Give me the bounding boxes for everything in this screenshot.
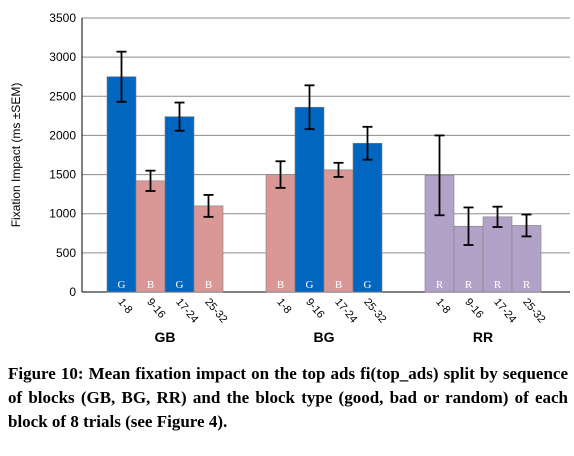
x-tick-label: 17-24 (491, 296, 518, 325)
bar-type-label: R (436, 279, 444, 291)
group-label: GB (155, 329, 176, 345)
bar-type-label: G (176, 279, 184, 291)
y-tick-label: 1500 (49, 168, 76, 182)
x-tick-label: 1-8 (274, 296, 293, 316)
y-axis-label: Fixation Impact (ms ±SEM) (9, 83, 23, 228)
x-tick-label: 17-24 (173, 296, 200, 325)
y-tick-label: 500 (56, 246, 76, 260)
figure-caption: Figure 10: Mean fixation impact on the t… (8, 364, 568, 431)
x-tick-label: 1-8 (433, 296, 452, 316)
y-tick-label: 0 (69, 285, 76, 299)
x-tick-label: 1-8 (115, 296, 134, 316)
group-label: BG (314, 329, 335, 345)
bar-type-label: R (465, 279, 473, 291)
bar (164, 116, 195, 293)
y-tick-label: 2000 (49, 128, 76, 142)
x-tick-label: 25-32 (361, 296, 388, 325)
bar (106, 76, 137, 293)
bar (352, 142, 383, 293)
bar-type-label: G (364, 279, 372, 291)
fixation-impact-chart: 0 500 1000 1500 2000 2500 3000 3500 Fixation Imp… (9, 11, 570, 345)
bar (323, 169, 354, 293)
bar (135, 180, 166, 293)
y-tick-label: 2500 (49, 89, 76, 103)
bar (294, 106, 325, 293)
x-tick-label: 25-32 (202, 296, 229, 325)
x-tick-label: 17-24 (332, 296, 359, 325)
bar-type-label: B (147, 279, 154, 291)
x-tick-label: 9-16 (303, 296, 326, 321)
bar-type-label: B (205, 279, 212, 291)
x-tick-label: 9-16 (462, 296, 485, 321)
group-label: RR (473, 329, 493, 345)
x-tick-label: 9-16 (144, 296, 167, 321)
y-tick-label: 1000 (49, 207, 76, 221)
bar (265, 174, 296, 293)
y-tick-label: 3500 (49, 11, 76, 25)
bar-type-label: G (118, 279, 126, 291)
bar (482, 216, 513, 293)
x-tick-label: 25-32 (520, 296, 547, 325)
bar-type-label: B (277, 279, 284, 291)
bar-type-label: R (494, 279, 502, 291)
bar-type-label: B (335, 279, 342, 291)
y-tick-label: 3000 (49, 50, 76, 64)
bar-type-label: R (523, 279, 531, 291)
bar-type-label: G (306, 279, 314, 291)
